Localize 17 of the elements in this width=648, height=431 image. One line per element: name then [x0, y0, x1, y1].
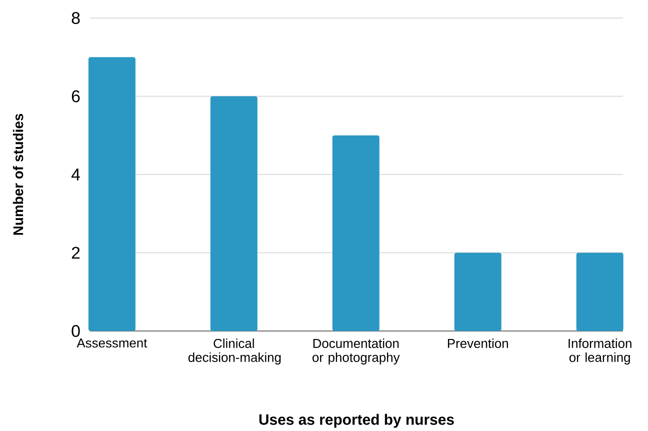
y-tick-label: 0	[72, 325, 80, 338]
bar	[454, 252, 502, 331]
x-tick-label: Clinical decision-making	[188, 338, 281, 365]
x-axis-title: Uses as reported by nurses	[259, 414, 454, 428]
y-tick-label: 8	[72, 12, 80, 24]
bar	[210, 96, 258, 331]
bar	[332, 135, 380, 331]
y-tick-label: 4	[71, 168, 80, 180]
bar	[88, 57, 136, 331]
bar	[576, 252, 624, 331]
x-tick-label: Information or learning	[568, 338, 632, 365]
y-axis-title: Number of studies	[12, 114, 24, 235]
y-tick-label: 2	[72, 246, 80, 259]
x-tick-label: Assessment	[76, 338, 148, 348]
x-tick-label: Prevention	[448, 338, 508, 348]
x-tick-label: Documentation or photography	[312, 338, 400, 365]
y-tick-label: 6	[72, 90, 80, 102]
